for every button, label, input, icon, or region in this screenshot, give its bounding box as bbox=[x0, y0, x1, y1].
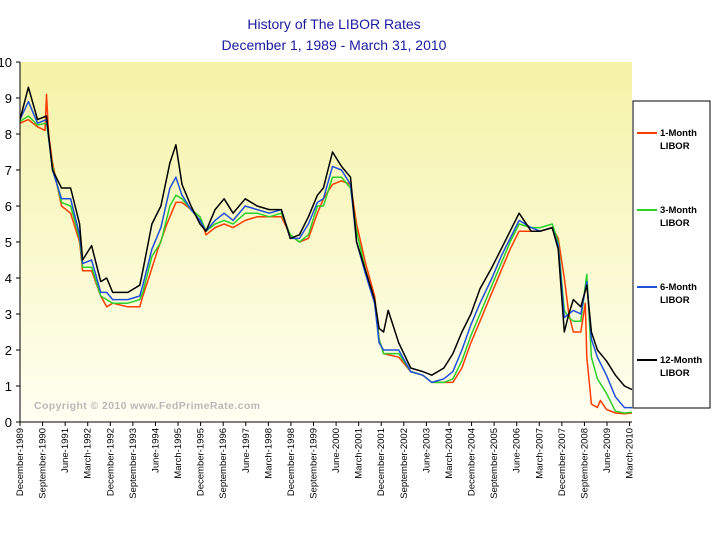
legend: 1-Month LIBOR 3-Month LIBOR 6-Month LIBOR 12-M… bbox=[632, 100, 711, 409]
x-tick-label: March-2007 bbox=[534, 428, 545, 479]
x-tick-label: March-1998 bbox=[263, 428, 274, 479]
x-tick-label: March-1992 bbox=[83, 428, 94, 479]
y-axis-ticks: 0 1 2 3 4 5 6 7 8 9 10 bbox=[0, 55, 20, 430]
series-line-3-month-libor bbox=[20, 115, 632, 414]
y-tick-label: 5 bbox=[5, 235, 12, 250]
legend-label-3-month-libor: 3-Month LIBOR bbox=[660, 205, 697, 229]
legend-label-12-month-libor: 12-Month LIBOR bbox=[660, 355, 702, 379]
y-tick-label: 10 bbox=[0, 55, 12, 70]
series-line-12-month-libor bbox=[20, 86, 632, 391]
y-tick-label: 7 bbox=[5, 163, 12, 178]
x-tick-label: June-2000 bbox=[331, 428, 342, 473]
x-tick-label: June-2009 bbox=[602, 428, 613, 473]
x-tick-label: September-2002 bbox=[399, 428, 410, 499]
chart-subtitle: December 1, 1989 - March 31, 2010 bbox=[222, 37, 447, 53]
x-axis-ticks: December-1989 September-1990 June-1991 Marc… bbox=[15, 422, 636, 499]
x-tick-label: March-2010 bbox=[625, 428, 636, 479]
y-tick-label: 3 bbox=[5, 307, 12, 322]
copyright-watermark: Copyright © 2010 www.FedPrimeRate.com bbox=[34, 400, 260, 412]
y-tick-label: 0 bbox=[5, 415, 12, 430]
chart-title: History of The LIBOR Rates bbox=[247, 16, 420, 32]
x-tick-label: December-2004 bbox=[467, 428, 478, 496]
x-tick-label: September-1993 bbox=[128, 428, 139, 499]
x-tick-label: June-1997 bbox=[241, 428, 252, 473]
x-tick-label: September-2008 bbox=[579, 428, 590, 499]
y-tick-label: 1 bbox=[5, 379, 12, 394]
x-tick-label: June-2003 bbox=[421, 428, 432, 473]
x-tick-label: September-1999 bbox=[309, 428, 320, 499]
x-tick-label: March-2004 bbox=[444, 428, 455, 479]
x-tick-label: June-1994 bbox=[150, 428, 161, 473]
y-tick-label: 2 bbox=[5, 343, 12, 358]
plot-background bbox=[20, 62, 632, 422]
x-tick-label: March-1995 bbox=[173, 428, 184, 479]
y-tick-label: 8 bbox=[5, 127, 12, 142]
x-tick-label: September-1990 bbox=[38, 428, 49, 499]
x-tick-label: December-1998 bbox=[286, 428, 297, 496]
x-tick-label: December-1989 bbox=[15, 428, 26, 496]
x-tick-label: December-1992 bbox=[105, 428, 116, 496]
y-tick-label: 9 bbox=[5, 91, 12, 106]
series-layer bbox=[20, 86, 632, 415]
x-tick-label: December-2007 bbox=[557, 428, 568, 496]
legend-label-6-month-libor: 6-Month LIBOR bbox=[660, 282, 697, 306]
x-tick-label: March-2001 bbox=[354, 428, 365, 479]
x-tick-label: September-1996 bbox=[218, 428, 229, 499]
x-tick-label: June-2006 bbox=[512, 428, 523, 473]
legend-label-1-month-libor: 1-Month LIBOR bbox=[660, 128, 697, 152]
x-tick-label: December-2001 bbox=[376, 428, 387, 496]
legend-box bbox=[632, 100, 711, 409]
x-tick-label: June-1991 bbox=[60, 428, 71, 473]
x-tick-label: December-1995 bbox=[196, 428, 207, 496]
x-tick-label: September-2005 bbox=[489, 428, 500, 499]
y-tick-label: 4 bbox=[5, 271, 12, 286]
y-tick-label: 6 bbox=[5, 199, 12, 214]
